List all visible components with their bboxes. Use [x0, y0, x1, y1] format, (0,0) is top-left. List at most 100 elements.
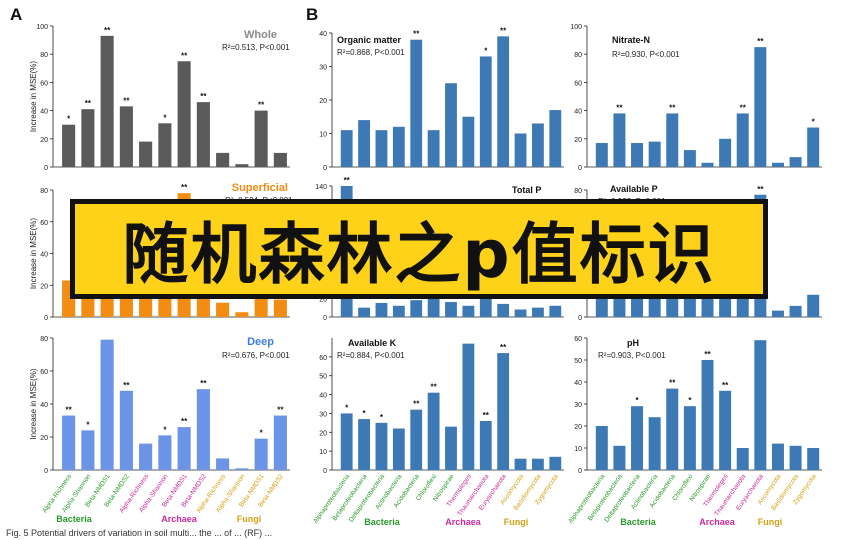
chart-6-bar-13 [549, 305, 562, 317]
chart-1-bar-8 [196, 102, 210, 167]
chart-6-sig-1: ** [344, 176, 351, 185]
chart-5-bar-1 [595, 143, 608, 167]
figure-caption: Fig. 5 Potential drivers of variation in… [6, 528, 273, 538]
chart-8-sig-5: ** [413, 400, 420, 409]
chart-9-ytick-label-1: 10 [574, 446, 582, 453]
chart-5-bar-8 [719, 138, 732, 167]
chart-3-title: Deep [247, 336, 274, 348]
chart-4-bar-12 [532, 123, 544, 167]
chart-4-title: Organic matter [337, 35, 402, 45]
chart-7-bar-8 [719, 290, 732, 317]
chart-3-bar-11 [254, 438, 268, 470]
chart-8-bar-5 [410, 409, 423, 470]
chart-4-sig-5: ** [413, 30, 420, 39]
chart-3-bar-1 [62, 415, 76, 470]
chart-5-bar-6 [683, 150, 696, 167]
chart-3-ytick-label-0: 0 [44, 468, 48, 475]
chart-8-bar-2 [358, 419, 370, 470]
chart-2-bar-12 [273, 299, 287, 317]
chart-2-ytick-label-3: 60 [40, 220, 48, 227]
chart-9-bar-8 [719, 390, 732, 470]
chart-8-sig-6: ** [430, 383, 437, 392]
chart-5-bar-10 [754, 47, 767, 167]
chart-8-ytick-label-2: 20 [319, 430, 327, 437]
chart-5-title: Nitrate-N [612, 35, 650, 45]
chart-3-bar-7 [177, 427, 191, 470]
chart-1-bar-5 [139, 141, 153, 167]
chart-7-bar-4 [648, 285, 661, 317]
chart-2-bar-10 [235, 312, 249, 317]
chart-9-sig-5: ** [669, 379, 676, 388]
chart-2-ytick-label-2: 40 [40, 252, 48, 259]
chart-3-sig-7: ** [181, 417, 188, 426]
chart-9-ytick-label-3: 30 [574, 402, 582, 409]
chart-3-bar-2 [81, 430, 95, 470]
chart-4-ytick-label-4: 40 [319, 31, 327, 38]
chart-3-ytick-label-3: 60 [40, 369, 48, 376]
chart-6-bar-2 [358, 307, 370, 317]
chart-9-sig-3: * [635, 396, 639, 405]
chart-7-bar-1 [595, 288, 608, 317]
chart-9-ytick-label-5: 50 [574, 358, 582, 365]
chart-6-title: Total P [512, 185, 541, 195]
title-banner: 随机森林之p值标识 [70, 199, 768, 299]
chart-9-sig-7: ** [704, 350, 711, 359]
chart-4-ytick-label-1: 10 [319, 132, 327, 139]
chart-9-title: pH [627, 338, 639, 348]
chart-4-sig-9: * [484, 46, 488, 55]
chart-1-sig-2: ** [85, 99, 92, 108]
chart-4-bar-4 [392, 126, 405, 167]
chart-9-ytick-label-4: 40 [574, 380, 582, 387]
chart-3-bar-5 [139, 443, 153, 470]
chart-5-bar-4 [648, 141, 661, 167]
group-label-b2-2: Archaea [699, 517, 736, 527]
group-label-a-2: Archaea [161, 514, 198, 524]
chart-3-sig-12: ** [277, 406, 284, 415]
chart-2-ytick-label-0: 0 [44, 315, 48, 322]
chart-1-sig-8: ** [200, 92, 207, 101]
chart-9-bar-2 [613, 445, 626, 470]
chart-7-bar-13 [807, 294, 820, 317]
chart-1-ytick-label-1: 20 [40, 137, 48, 144]
chart-9-ytick-label-6: 60 [574, 336, 582, 343]
chart-9-bar-4 [648, 417, 661, 470]
chart-7-bar-5 [666, 288, 679, 317]
chart-1-title: Whole [244, 29, 277, 41]
chart-5-bar-11 [771, 162, 784, 167]
banner-text: 随机森林之p值标识 [122, 216, 716, 293]
chart-5-ytick-label-2: 40 [574, 109, 582, 116]
chart-4-bar-3 [375, 130, 388, 167]
chart-1-ytick-label-3: 60 [40, 80, 48, 87]
chart-3-bar-3 [100, 339, 114, 470]
chart-6-bar-4 [392, 305, 405, 317]
chart-5-ytick-label-3: 60 [574, 80, 582, 87]
chart-4-bar-8 [462, 116, 475, 167]
chart-1-ytick-label-0: 0 [44, 165, 48, 172]
group-label-a-1: Bacteria [56, 514, 93, 524]
chart-9-bar-1 [595, 426, 608, 470]
chart-9-ytick-label-0: 0 [578, 468, 582, 475]
chart-5-bar-12 [789, 157, 802, 167]
chart-8-bar-7 [445, 426, 457, 470]
chart-1-ytick-label-5: 100 [36, 24, 48, 31]
chart-6-bar-9 [479, 298, 492, 317]
chart-9-bar-9 [736, 448, 749, 470]
chart-5-ytick-label-1: 20 [574, 137, 582, 144]
chart-1-sig-4: ** [123, 96, 130, 105]
chart-8-bar-13 [549, 456, 562, 470]
chart-9-ytick-label-2: 20 [574, 424, 582, 431]
chart-3-bar-10 [235, 468, 249, 470]
group-label-a-3: Fungi [237, 514, 262, 524]
chart-4-sig-10: ** [500, 26, 507, 35]
chart-4-bar-13 [549, 110, 562, 167]
chart-7-ytick-label-4: 80 [574, 188, 582, 195]
chart-1-sig-3: ** [104, 26, 111, 35]
chart-2-ylabel: Increase in MSE(%) [29, 218, 38, 289]
chart-8-bar-8 [462, 343, 475, 470]
chart-3-ylabel: Increase in MSE(%) [29, 368, 38, 439]
chart-9-bar-13 [807, 448, 820, 470]
chart-3-ytick-label-4: 80 [40, 336, 48, 343]
chart-4-bar-6 [427, 130, 440, 167]
chart-6-bar-6 [427, 298, 440, 317]
chart-2-title: Superficial [232, 182, 288, 194]
